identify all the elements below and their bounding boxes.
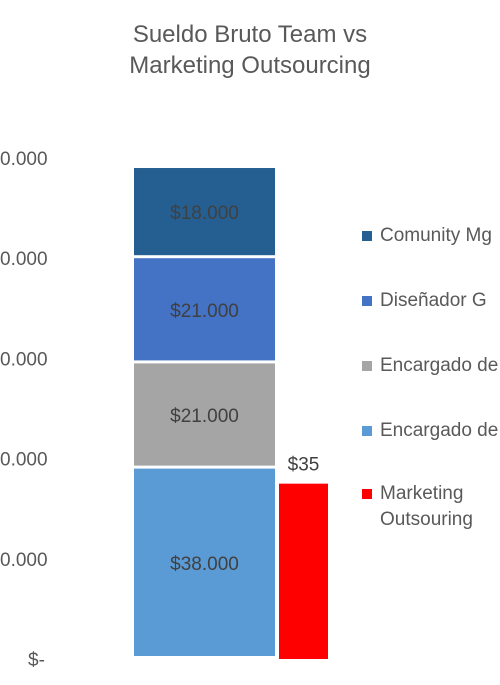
legend-swatch xyxy=(362,296,372,306)
bar-data-label: $35 xyxy=(288,455,320,476)
bar-segment xyxy=(134,468,275,656)
legend-swatch xyxy=(362,426,372,436)
bar-segment xyxy=(134,258,275,361)
y-tick-label: 0.000 xyxy=(0,149,48,170)
legend-swatch xyxy=(362,231,372,241)
legend-label: Comunity Mg xyxy=(380,225,492,246)
chart-title-line-2: Marketing Outsourcing xyxy=(129,52,370,79)
bar-segment xyxy=(134,168,275,256)
legend-label: Marketing xyxy=(380,483,463,504)
bar-data-label: $38.000 xyxy=(170,554,239,575)
legend-swatch xyxy=(362,489,372,499)
legend-label: Encargado de xyxy=(380,420,498,441)
legend: Comunity Mg Diseñador G Encargado de Encarg… xyxy=(362,225,498,530)
data-labels: $38.000 $21.000 $21.000 $18.000 $35 xyxy=(170,203,319,575)
y-tick-label: $- xyxy=(28,650,45,671)
bars xyxy=(134,168,328,659)
bar-segment xyxy=(134,363,275,466)
bar-data-label: $21.000 xyxy=(170,301,239,322)
bar-segment xyxy=(279,483,328,659)
bar-data-label: $21.000 xyxy=(170,406,239,427)
chart-title-line-1: Sueldo Bruto Team vs xyxy=(133,21,367,48)
legend-label: Diseñador G xyxy=(380,290,487,311)
y-tick-label: 0.000 xyxy=(0,550,48,571)
legend-label: Encargado de xyxy=(380,355,498,376)
y-tick-label: 0.000 xyxy=(0,249,48,270)
y-tick-label: 0.000 xyxy=(0,450,48,471)
y-axis: $- 0.000 0.000 0.000 0.000 0.000 xyxy=(0,149,48,671)
bar-data-label: $18.000 xyxy=(170,203,239,224)
y-tick-label: 0.000 xyxy=(0,349,48,370)
legend-label: Outsouring xyxy=(380,509,473,530)
legend-swatch xyxy=(362,361,372,371)
